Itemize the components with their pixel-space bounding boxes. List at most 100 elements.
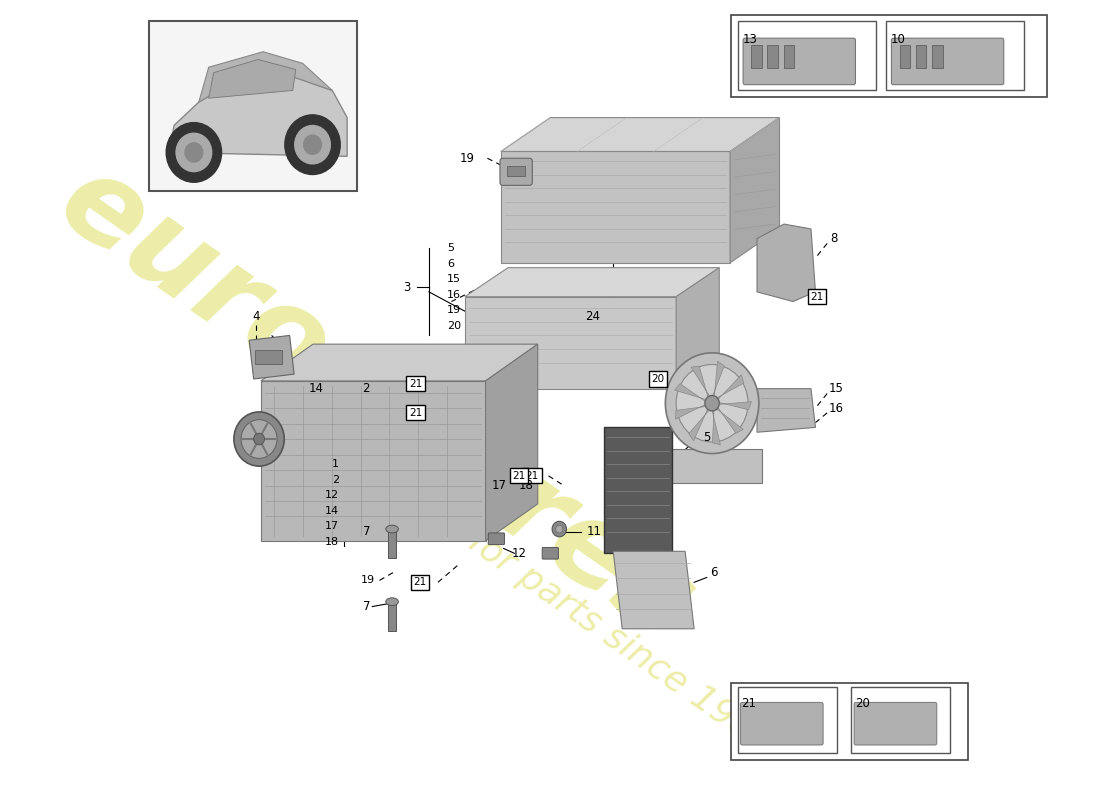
Text: 14: 14 [309, 382, 324, 395]
Bar [150, 21, 358, 191]
Text: 24: 24 [585, 310, 600, 322]
Text: 13: 13 [742, 34, 757, 46]
Bar [255, 350, 283, 365]
Polygon shape [757, 389, 815, 432]
FancyBboxPatch shape [744, 38, 856, 85]
Circle shape [666, 353, 759, 454]
Text: 5: 5 [703, 430, 711, 443]
Text: 7: 7 [363, 600, 371, 613]
Text: 6: 6 [711, 566, 718, 579]
Ellipse shape [386, 598, 398, 606]
Text: 16: 16 [829, 402, 844, 414]
Bar [768, 45, 778, 68]
Polygon shape [613, 551, 694, 629]
Circle shape [304, 135, 321, 154]
Text: 21: 21 [526, 471, 539, 481]
Text: 4: 4 [253, 310, 260, 322]
Text: 19: 19 [361, 575, 375, 586]
Text: 1: 1 [332, 459, 339, 470]
Polygon shape [757, 224, 815, 302]
Polygon shape [485, 344, 538, 541]
Bar [730, 683, 968, 761]
Text: 10: 10 [891, 34, 905, 46]
Polygon shape [465, 268, 719, 297]
FancyBboxPatch shape [740, 702, 823, 745]
Polygon shape [674, 384, 708, 403]
Polygon shape [604, 427, 672, 554]
Text: 21: 21 [409, 408, 422, 418]
Polygon shape [209, 59, 296, 98]
Text: 21: 21 [513, 471, 526, 481]
Polygon shape [716, 402, 751, 410]
Polygon shape [465, 297, 676, 389]
Circle shape [166, 122, 221, 182]
Polygon shape [169, 75, 348, 156]
Polygon shape [730, 118, 780, 263]
Circle shape [176, 134, 211, 172]
Circle shape [705, 395, 719, 411]
Polygon shape [261, 381, 485, 541]
Polygon shape [712, 361, 724, 399]
Bar [388, 529, 396, 558]
Text: 3: 3 [404, 281, 411, 294]
Text: 20: 20 [855, 697, 870, 710]
Polygon shape [675, 403, 708, 419]
Text: 21: 21 [414, 578, 427, 587]
Text: 20: 20 [447, 321, 461, 330]
Circle shape [552, 522, 567, 537]
Text: 17: 17 [492, 479, 507, 492]
Polygon shape [676, 268, 719, 389]
Polygon shape [715, 405, 744, 434]
Bar [730, 15, 1047, 97]
Text: 7: 7 [363, 526, 371, 538]
Bar [915, 45, 926, 68]
Bar [886, 21, 1024, 90]
FancyBboxPatch shape [488, 533, 505, 545]
Bar [388, 602, 396, 630]
Text: 19: 19 [459, 152, 474, 165]
Text: 15: 15 [447, 274, 461, 284]
Text: 5: 5 [447, 243, 454, 254]
Text: 2: 2 [362, 382, 370, 395]
Text: 18: 18 [324, 537, 339, 546]
Polygon shape [500, 118, 780, 151]
Text: 2: 2 [332, 474, 339, 485]
Polygon shape [715, 374, 744, 402]
Polygon shape [261, 344, 538, 381]
Text: 20: 20 [651, 374, 664, 384]
FancyBboxPatch shape [542, 547, 559, 559]
Bar [783, 45, 794, 68]
Text: 16: 16 [447, 290, 461, 300]
Text: 12: 12 [512, 546, 526, 560]
Polygon shape [500, 151, 730, 263]
Polygon shape [712, 407, 720, 445]
Circle shape [234, 412, 284, 466]
Circle shape [556, 526, 563, 533]
Polygon shape [691, 366, 711, 400]
Bar [851, 687, 950, 753]
Text: 21: 21 [409, 379, 422, 389]
Circle shape [241, 420, 277, 458]
Polygon shape [689, 406, 711, 441]
Text: 11: 11 [586, 526, 602, 538]
FancyBboxPatch shape [854, 702, 937, 745]
Text: 19: 19 [447, 306, 461, 315]
Text: 15: 15 [829, 382, 844, 395]
Bar [751, 45, 762, 68]
Circle shape [185, 143, 202, 162]
Ellipse shape [386, 526, 398, 533]
Text: 8: 8 [830, 232, 838, 245]
Polygon shape [250, 335, 294, 379]
Text: 6: 6 [447, 258, 454, 269]
Bar [507, 166, 525, 176]
Text: 12: 12 [324, 490, 339, 500]
Text: a passion for parts since 1985: a passion for parts since 1985 [311, 419, 778, 761]
Circle shape [295, 126, 330, 164]
Text: 21: 21 [741, 697, 757, 710]
Circle shape [676, 365, 748, 442]
Bar [900, 45, 911, 68]
Text: 14: 14 [324, 506, 339, 516]
FancyBboxPatch shape [891, 38, 1004, 85]
Circle shape [285, 115, 340, 174]
Bar [738, 21, 876, 90]
